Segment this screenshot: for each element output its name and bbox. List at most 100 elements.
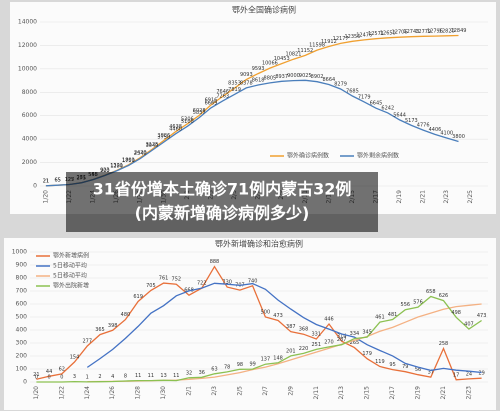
data-label: 179 bbox=[362, 351, 372, 357]
data-label: 345 bbox=[362, 330, 372, 336]
data-label: 12177 bbox=[333, 36, 349, 42]
y-tick-label: 300 bbox=[16, 340, 28, 347]
data-label: 99 bbox=[249, 362, 255, 368]
data-label: 21 bbox=[33, 372, 39, 378]
data-label: 0 bbox=[60, 375, 63, 381]
data-label: 900 bbox=[100, 168, 110, 174]
data-label: 658 bbox=[426, 289, 436, 295]
data-label: 3886 bbox=[157, 133, 170, 139]
x-tick-label: 2/25 bbox=[467, 190, 474, 204]
data-label: 626 bbox=[439, 293, 449, 299]
data-label: 556 bbox=[401, 302, 411, 308]
data-label: 7685 bbox=[346, 88, 359, 94]
data-label: 8378 bbox=[240, 80, 253, 86]
data-label: 7819 bbox=[228, 87, 241, 93]
legend-label: 5日移动平均 bbox=[53, 262, 87, 270]
data-label: 314 bbox=[337, 334, 347, 340]
data-label: 78 bbox=[224, 364, 230, 370]
y-tick-label: 2000 bbox=[22, 159, 37, 166]
data-label: 98 bbox=[237, 362, 243, 368]
data-label: 4406 bbox=[429, 127, 442, 133]
x-tick-label: 2/17 bbox=[389, 386, 396, 400]
legend-label: 5日移动平均 bbox=[53, 272, 87, 280]
x-tick-label: 2/21 bbox=[420, 190, 427, 204]
data-label: 9093 bbox=[240, 72, 253, 78]
data-label: 8279 bbox=[334, 82, 347, 88]
data-label: 11598 bbox=[309, 43, 325, 49]
data-label: 8618 bbox=[252, 78, 265, 84]
data-label: 387 bbox=[286, 324, 296, 330]
data-label: 0 bbox=[47, 375, 50, 381]
data-label: 154 bbox=[70, 354, 80, 360]
data-label: 12650 bbox=[380, 30, 396, 36]
data-label: 6916 bbox=[205, 97, 218, 103]
data-label: 65 bbox=[54, 178, 60, 184]
series-line bbox=[86, 282, 482, 374]
y-tick-label: 4000 bbox=[22, 136, 37, 143]
x-tick-label: 1/20 bbox=[33, 386, 40, 400]
data-label: 12796 bbox=[427, 29, 443, 35]
data-label: 10066 bbox=[262, 61, 278, 67]
data-label: 119 bbox=[375, 359, 385, 365]
data-label: 11152 bbox=[297, 48, 313, 54]
data-label: 481 bbox=[388, 312, 398, 318]
data-label: 1321 bbox=[110, 163, 123, 169]
data-label: 11912 bbox=[321, 39, 337, 45]
series-line bbox=[45, 79, 459, 187]
data-label: 2340 bbox=[134, 151, 147, 157]
data-label: 251 bbox=[311, 342, 321, 348]
data-label: 95 bbox=[389, 362, 395, 368]
data-label: 4100 bbox=[440, 130, 453, 136]
data-label: 1801 bbox=[122, 157, 135, 163]
data-label: 21 bbox=[43, 178, 49, 184]
data-label: 3800 bbox=[452, 134, 465, 140]
y-tick-label: 500 bbox=[16, 314, 28, 321]
data-label: 12743 bbox=[403, 29, 419, 35]
y-tick-label: 900 bbox=[16, 262, 28, 269]
data-label: 11 bbox=[173, 373, 179, 379]
y-tick-label: 0 bbox=[23, 379, 27, 386]
data-label: 705 bbox=[146, 283, 156, 289]
x-tick-label: 2/21 bbox=[440, 386, 447, 400]
data-label: 8902 bbox=[311, 74, 324, 80]
x-tick-label: 1/30 bbox=[160, 386, 167, 400]
data-label: 498 bbox=[451, 310, 461, 316]
y-tick-label: 600 bbox=[16, 301, 28, 308]
data-label: 5306 bbox=[181, 116, 194, 122]
data-label: 368 bbox=[299, 327, 309, 333]
x-tick-label: 2/9 bbox=[287, 386, 294, 396]
data-label: 7646 bbox=[216, 89, 229, 95]
data-label: 5173 bbox=[405, 118, 418, 124]
data-label: 4460 bbox=[169, 126, 182, 132]
data-label: 10453 bbox=[274, 56, 290, 62]
data-label: 5644 bbox=[393, 112, 406, 118]
y-tick-label: 10000 bbox=[18, 65, 37, 72]
x-tick-label: 2/23 bbox=[465, 386, 472, 400]
data-label: 4776 bbox=[417, 123, 430, 129]
x-tick-label: 2/13 bbox=[338, 386, 345, 400]
x-tick-label: 2/7 bbox=[262, 386, 269, 396]
data-label: 446 bbox=[324, 317, 334, 323]
data-label: 888 bbox=[210, 259, 220, 265]
data-label: 277 bbox=[82, 338, 92, 344]
data-label: 1290 bbox=[110, 163, 123, 169]
data-label: 722 bbox=[197, 281, 207, 287]
data-label: 12476 bbox=[356, 32, 372, 38]
series-line bbox=[36, 265, 482, 381]
data-label: 3040 bbox=[146, 143, 159, 149]
data-label: 11 bbox=[135, 373, 141, 379]
data-label: 4 bbox=[111, 374, 114, 380]
data-label: 21 bbox=[43, 178, 49, 184]
y-tick-label: 400 bbox=[16, 327, 28, 334]
data-label: 79 bbox=[402, 364, 408, 370]
data-label: 7263 bbox=[216, 93, 229, 99]
data-label: 8664 bbox=[322, 77, 335, 83]
data-label: 2420 bbox=[134, 150, 147, 156]
data-label: 12706 bbox=[392, 30, 408, 36]
y-tick-label: 0 bbox=[33, 183, 37, 190]
data-label: 331 bbox=[311, 331, 321, 337]
data-label: 923 bbox=[100, 168, 110, 174]
data-label: 473 bbox=[273, 313, 283, 319]
data-label: 265 bbox=[350, 340, 360, 346]
data-label: 334 bbox=[350, 331, 360, 337]
